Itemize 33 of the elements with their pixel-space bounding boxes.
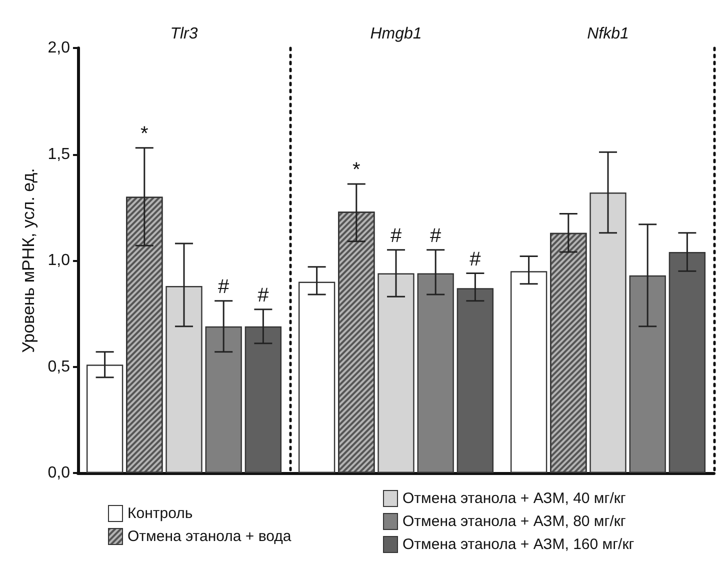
y-tick-label: 1,0 (48, 252, 70, 269)
data-label: # (430, 224, 442, 247)
bar (86, 364, 124, 473)
data-label: # (470, 248, 482, 270)
data-label: # (390, 224, 402, 247)
bar (456, 288, 494, 473)
legend-label: Контроль (128, 505, 193, 522)
bar (298, 282, 336, 473)
y-axis-title: Уровень мРНК, усл. ед. (18, 168, 38, 353)
data-label: * (140, 122, 149, 145)
bar (629, 275, 666, 473)
x-tick-label: Hmgb1 (370, 26, 422, 42)
bar (205, 326, 242, 473)
legend-label: Отмена этанола + АЗМ, 80 мг/кг (402, 513, 626, 530)
bar (417, 273, 454, 473)
legend-label: Отмена этанола + АЗМ, 40 мг/кг (402, 490, 626, 507)
data-label: * (352, 159, 361, 181)
x-tick-label: Nfkb1 (587, 26, 629, 42)
legend-label: Отмена этанола + вода (128, 528, 292, 545)
data-label: # (258, 284, 270, 306)
y-tick-label: 0,0 (48, 464, 70, 482)
bar (668, 252, 706, 473)
data-label: # (218, 276, 230, 298)
bar (510, 271, 548, 473)
bar (378, 273, 414, 473)
y-tick-label: 2,0 (48, 40, 70, 56)
y-tick-label: 1,5 (48, 146, 70, 163)
legend-label: Отмена этанола + АЗМ, 160 мг/кг (402, 536, 635, 553)
y-tick-label: 0,5 (48, 358, 70, 376)
bar (590, 192, 626, 473)
x-tick-label: Tlr3 (170, 26, 198, 42)
bar (244, 326, 282, 473)
bar (166, 286, 202, 473)
